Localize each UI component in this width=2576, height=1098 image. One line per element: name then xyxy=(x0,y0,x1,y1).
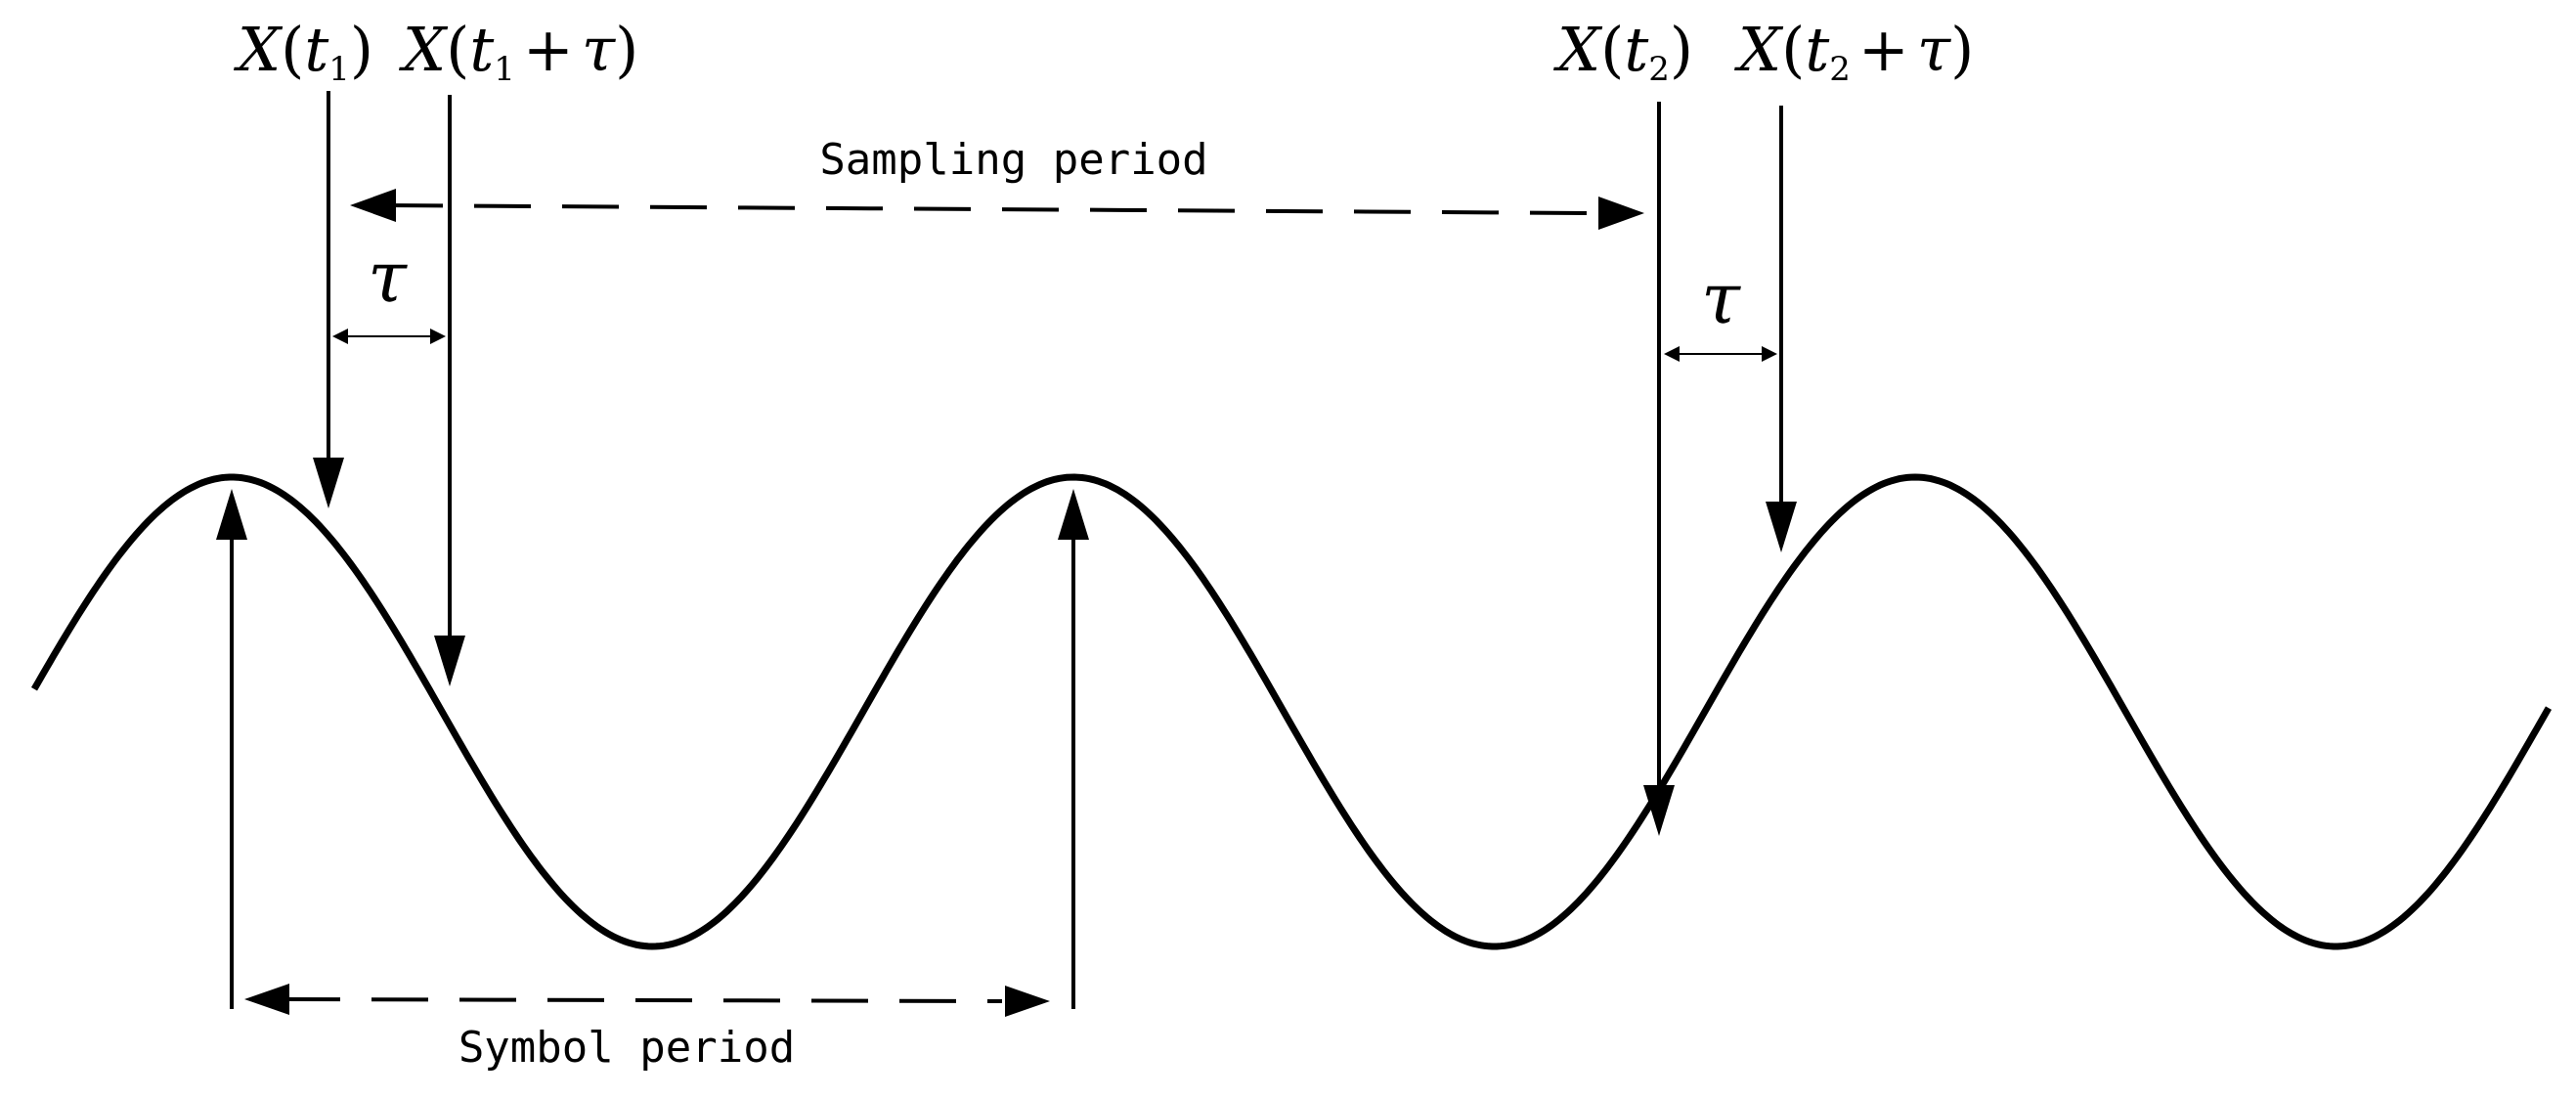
sample-arrow-t2 xyxy=(1643,102,1675,836)
sample-label-x-t2-plus-tau: X(t2 + τ) xyxy=(1734,14,1974,89)
symbol-period-label: Symbol period xyxy=(458,1023,795,1073)
sample-label-x-t1: X(t1) xyxy=(234,14,373,89)
symbol-period-arrow xyxy=(244,984,1050,1017)
sample-arrow-t2-plus-tau xyxy=(1766,106,1797,552)
sample-label-x-t1-plus-tau: X(t1 + τ) xyxy=(399,14,638,89)
tau-label-1: τ xyxy=(368,236,408,318)
sampling-period-arrow xyxy=(350,189,1644,230)
peak-arrow-1 xyxy=(216,489,247,1009)
tau-arrow-2 xyxy=(1664,346,1777,362)
peak-arrow-2 xyxy=(1058,489,1089,1009)
sample-arrow-t1-plus-tau xyxy=(434,95,465,686)
tau-arrow-1 xyxy=(332,329,446,344)
sampling-period-label: Sampling period xyxy=(819,135,1207,185)
sample-arrow-t1 xyxy=(313,91,344,508)
signal-waveform xyxy=(30,473,2553,950)
sample-label-x-t2: X(t2) xyxy=(1553,14,1693,89)
tau-label-2: τ xyxy=(1701,257,1741,339)
